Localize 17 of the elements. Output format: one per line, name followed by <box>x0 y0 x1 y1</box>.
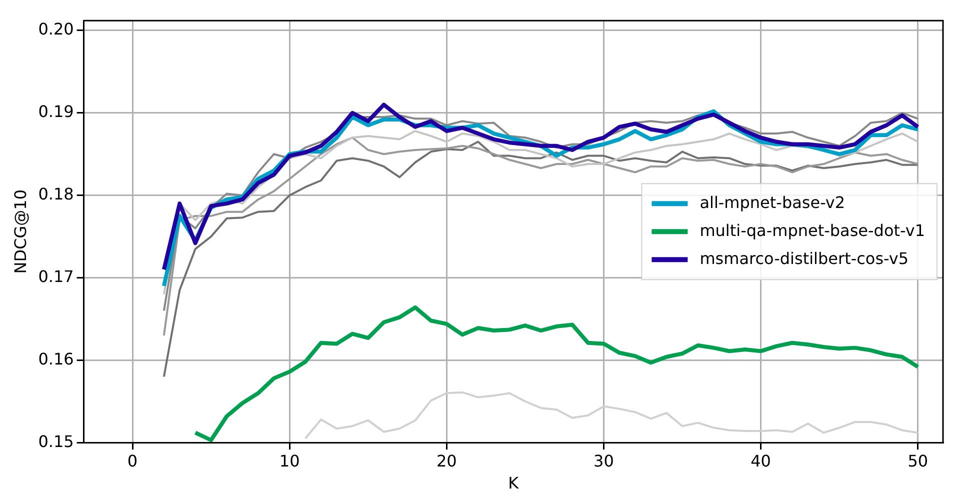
y-tick-label: 0.20 <box>38 20 74 39</box>
legend-label: msmarco-distilbert-cos-v5 <box>700 248 909 268</box>
x-tick-label: 20 <box>436 451 457 470</box>
x-tick-label: 40 <box>750 451 771 470</box>
y-tick-label: 0.19 <box>38 102 74 122</box>
y-tick-label: 0.15 <box>38 432 74 451</box>
y-tick-label: 0.16 <box>38 349 74 368</box>
legend-label: multi-qa-mpnet-base-dot-v1 <box>700 220 925 240</box>
x-tick-label: 10 <box>279 451 300 470</box>
x-tick-label: 50 <box>908 451 928 470</box>
y-tick-label: 0.17 <box>38 266 74 286</box>
y-axis-title: NDCG@10 <box>10 189 30 274</box>
x-axis-title: K <box>508 474 520 493</box>
legend-label: all-mpnet-base-v2 <box>700 192 846 212</box>
x-tick-label: 0 <box>127 451 138 470</box>
x-tick-label: 30 <box>594 451 614 470</box>
y-tick-label: 0.18 <box>38 184 74 204</box>
